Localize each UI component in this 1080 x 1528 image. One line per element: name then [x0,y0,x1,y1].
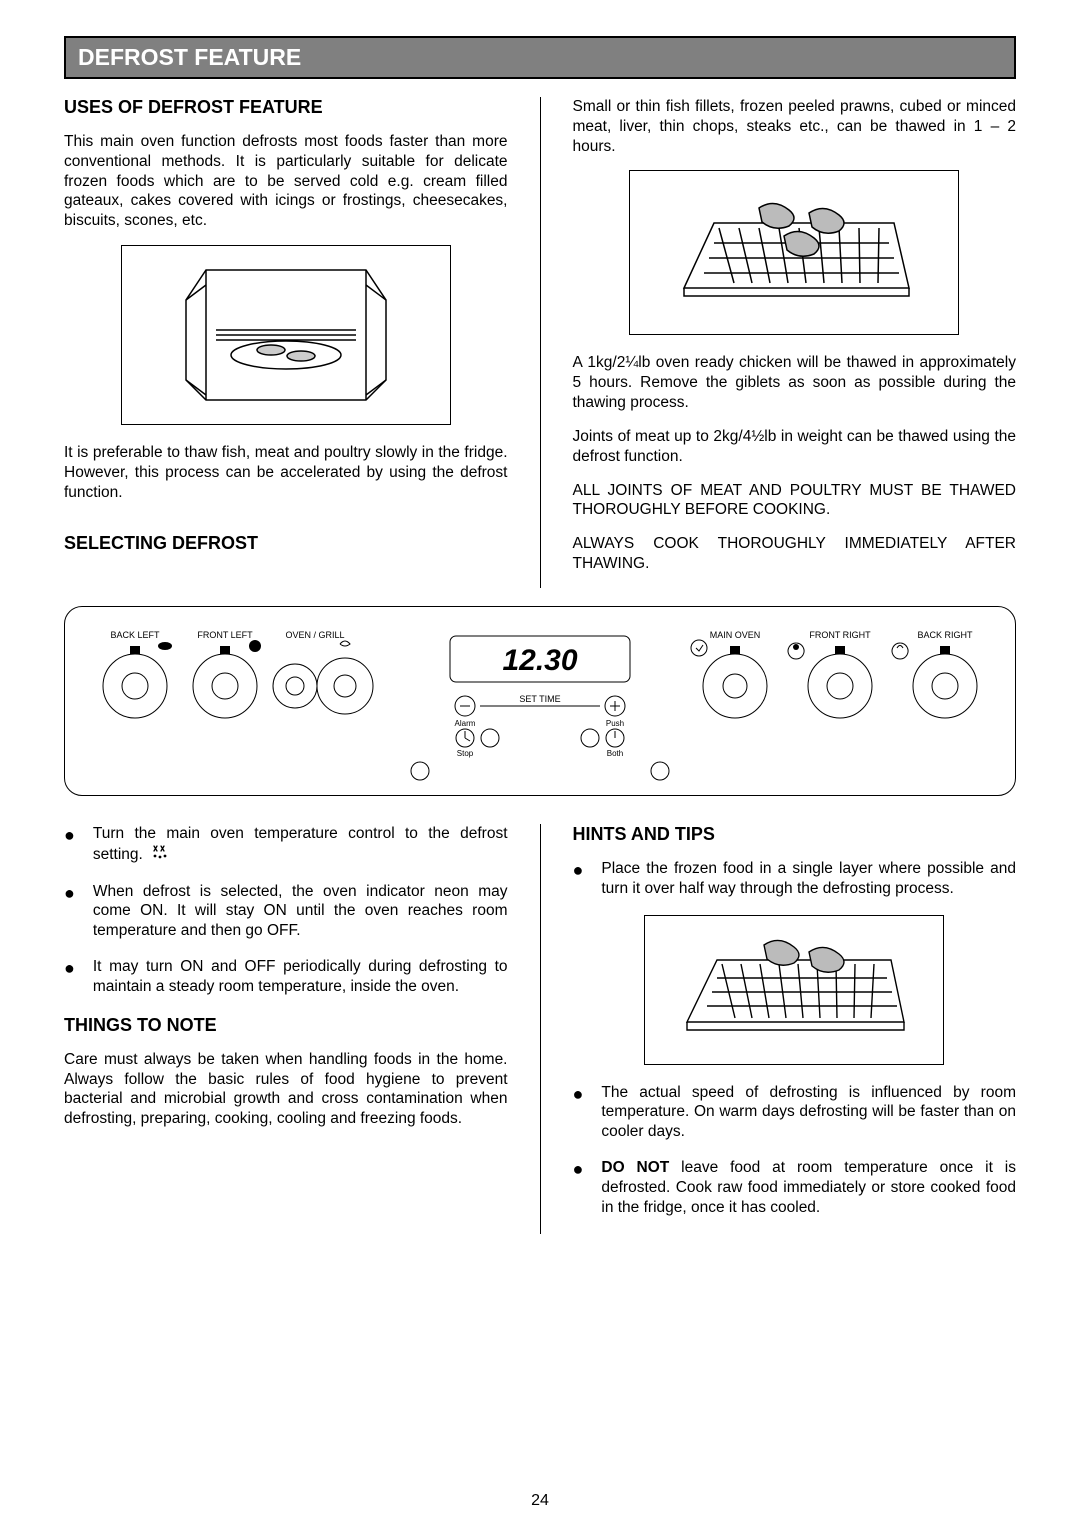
bullet-dot-icon: ● [64,824,75,866]
heading-uses: USES OF DEFROST FEATURE [64,97,508,118]
lower-divider [540,824,541,1234]
oven-interior-illustration [121,245,451,425]
defrost-tray-illustration [629,170,959,335]
bullet-item: ● Place the frozen food in a single laye… [573,859,1017,899]
heading-hints: HINTS AND TIPS [573,824,1017,845]
uses-paragraph-1: This main oven function defrosts most fo… [64,132,508,231]
bullet-dot-icon: ● [573,859,584,899]
svg-text:OVEN / GRILL: OVEN / GRILL [285,630,344,640]
bullet-dot-icon: ● [64,882,75,941]
lower-left-col: ● Turn the main oven temperature control… [64,824,508,1234]
bullet-text: DO NOT leave food at room temperature on… [601,1158,1016,1217]
defrost-tray-icon [664,188,924,318]
section-title: DEFROST FEATURE [78,44,301,70]
bullet-item: ● Turn the main oven temperature control… [64,824,508,866]
defrost-setting-icon [151,844,169,866]
bullet-text: It may turn ON and OFF periodically duri… [93,957,508,997]
page-number: 24 [0,1492,1080,1510]
do-not-bold: DO NOT [601,1159,669,1176]
svg-text:BACK LEFT: BACK LEFT [110,630,160,640]
bullet-dot-icon: ● [64,957,75,997]
upper-right-col: Small or thin fish fillets, frozen peele… [573,97,1017,588]
things-paragraph: Care must always be taken when handling … [64,1050,508,1129]
selecting-bullets: ● Turn the main oven temperature control… [64,824,508,997]
svg-text:Push: Push [606,719,624,728]
upper-left-col: USES OF DEFROST FEATURE This main oven f… [64,97,508,588]
svg-text:FRONT RIGHT: FRONT RIGHT [809,630,871,640]
lower-columns: ● Turn the main oven temperature control… [64,824,1016,1234]
svg-text:Stop: Stop [457,749,474,758]
upper-columns: USES OF DEFROST FEATURE This main oven f… [64,97,1016,588]
control-panel-icon: BACK LEFT FRONT LEFT OVEN / GRILL [80,616,1000,786]
bullet-dot-icon: ● [573,1158,584,1217]
right-p1: Small or thin fish fillets, frozen peele… [573,97,1017,156]
bullet-text: Turn the main oven temperature control t… [93,824,508,866]
section-title-bar: DEFROST FEATURE [64,36,1016,79]
right-p2: A 1kg/2¼lb oven ready chicken will be th… [573,353,1017,412]
svg-text:Both: Both [607,749,623,758]
svg-text:SET TIME: SET TIME [519,694,560,704]
right-p5: ALWAYS COOK THOROUGHLY IMMEDIATELY AFTER… [573,534,1017,574]
bullet-item: ● DO NOT leave food at room temperature … [573,1158,1017,1217]
heading-things-to-note: THINGS TO NOTE [64,1015,508,1036]
svg-text:12.30: 12.30 [502,644,577,677]
hints-bullets: ● Place the frozen food in a single laye… [573,859,1017,899]
bullet-item: ● The actual speed of defrosting is infl… [573,1083,1017,1142]
uses-paragraph-2: It is preferable to thaw fish, meat and … [64,443,508,502]
bullet-item: ● When defrost is selected, the oven ind… [64,882,508,941]
upper-divider [540,97,541,588]
bullet-dot-icon: ● [573,1083,584,1142]
svg-text:MAIN OVEN: MAIN OVEN [710,630,761,640]
control-panel-illustration: BACK LEFT FRONT LEFT OVEN / GRILL [64,606,1016,796]
right-p3: Joints of meat up to 2kg/4½lb in weight … [573,427,1017,467]
single-layer-tray-illustration [644,915,944,1065]
svg-text:FRONT LEFT: FRONT LEFT [197,630,253,640]
bullet-item: ● It may turn ON and OFF periodically du… [64,957,508,997]
bullet-text: When defrost is selected, the oven indic… [93,882,508,941]
bullet-text: Place the frozen food in a single layer … [601,859,1016,899]
heading-selecting-defrost: SELECTING DEFROST [64,533,508,554]
bullet-text: The actual speed of defrosting is influe… [601,1083,1016,1142]
lower-right-col: HINTS AND TIPS ● Place the frozen food i… [573,824,1017,1234]
svg-text:Alarm: Alarm [455,719,476,728]
svg-text:BACK RIGHT: BACK RIGHT [917,630,973,640]
hints-bullets-2: ● The actual speed of defrosting is infl… [573,1083,1017,1218]
single-layer-tray-icon [669,930,919,1050]
oven-interior-icon [176,260,396,410]
right-p4: ALL JOINTS OF MEAT AND POULTRY MUST BE T… [573,481,1017,521]
